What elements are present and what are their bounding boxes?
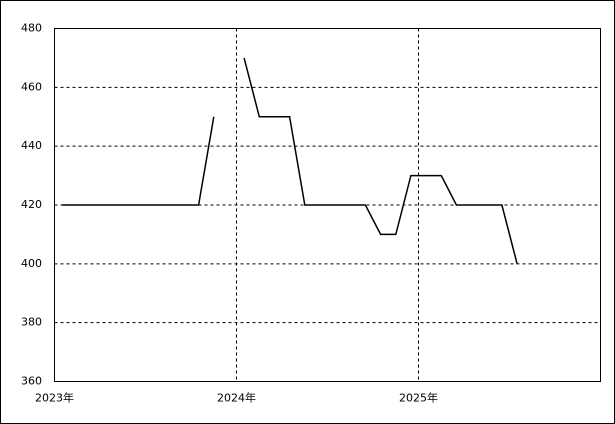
- x-tick-label: 2023年: [35, 391, 74, 405]
- y-tick-label: 360: [21, 375, 42, 388]
- y-tick-label: 400: [21, 257, 42, 270]
- x-tick-label: 2024年: [217, 391, 256, 405]
- y-tick-label: 380: [21, 316, 42, 329]
- y-tick-label: 420: [21, 198, 42, 211]
- line-series: [62, 57, 518, 264]
- x-tick-label: 2025年: [399, 391, 438, 405]
- y-tick-label: 460: [21, 80, 42, 93]
- y-tick-label: 440: [21, 139, 42, 152]
- y-tick-label: 480: [21, 22, 42, 35]
